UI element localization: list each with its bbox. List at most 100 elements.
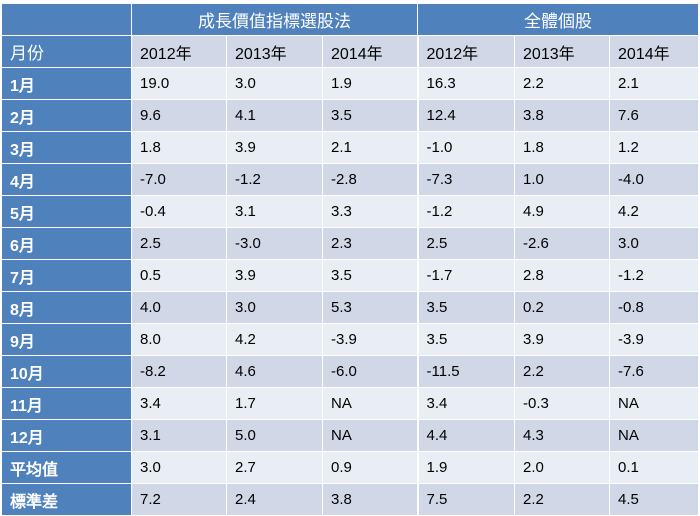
value-cell: 4.9 [514,195,611,228]
value-cell: -1.0 [416,131,516,164]
row-label: 8月 [1,291,132,324]
value-cell: 1.8 [131,131,227,164]
year-header-cell: 2014年 [321,35,419,68]
value-cell: 3.1 [226,195,323,228]
value-cell: -3.0 [226,227,323,260]
value-cell: -6.0 [321,355,419,388]
value-cell: 2.0 [514,451,611,484]
value-cell: -1.2 [416,195,516,228]
table-row: 11月 3.4 1.7 NA 3.4 -0.3 NA [1,387,700,420]
value-cell: 3.0 [226,291,323,324]
returns-table: 成長價值指標選股法 全體個股 月份 2012年 2013年 2014年 2012… [1,3,700,516]
row-label: 5月 [1,195,132,228]
value-cell: 3.8 [321,483,419,516]
group-header-row: 成長價值指標選股法 全體個股 [1,3,700,36]
value-cell: 0.2 [514,291,611,324]
value-cell: -0.8 [609,291,700,324]
table-row: 3月 1.8 3.9 2.1 -1.0 1.8 1.2 [1,131,700,164]
value-cell: 1.0 [514,163,611,196]
row-label: 2月 [1,99,132,132]
value-cell: 2.5 [416,227,516,260]
value-cell: 3.0 [609,227,700,260]
year-header-cell: 2013年 [226,35,323,68]
value-cell: -1.7 [416,259,516,292]
row-label: 12月 [1,419,132,452]
row-label: 4月 [1,163,132,196]
table-row: 10月 -8.2 4.6 -6.0 -11.5 2.2 -7.6 [1,355,700,388]
value-cell: -1.2 [609,259,700,292]
row-label: 3月 [1,131,132,164]
value-cell: 3.9 [226,131,323,164]
value-cell: 3.0 [131,451,227,484]
value-cell: -2.6 [514,227,611,260]
row-header-label: 月份 [1,35,132,68]
value-cell: NA [609,387,700,420]
value-cell: -8.2 [131,355,227,388]
table-row: 標準差 7.2 2.4 3.8 7.5 2.2 4.5 [1,483,700,516]
value-cell: 2.2 [514,67,611,100]
row-label: 平均值 [1,451,132,484]
value-cell: 3.1 [131,419,227,452]
value-cell: -1.2 [226,163,323,196]
value-cell: -7.3 [416,163,516,196]
group-header-all-stocks: 全體個股 [417,3,700,36]
row-label: 6月 [1,227,132,260]
year-header-cell: 2013年 [514,35,611,68]
value-cell: 1.8 [514,131,611,164]
value-cell: 0.1 [609,451,700,484]
value-cell: 2.3 [321,227,419,260]
table-body: 1月 19.0 3.0 1.9 16.3 2.2 2.1 2月 9.6 4.1 3.5 12.4 3.8… [1,67,700,516]
table-row: 9月 8.0 4.2 -3.9 3.5 3.9 -3.9 [1,323,700,356]
value-cell: -0.4 [131,195,227,228]
value-cell: -7.0 [131,163,227,196]
table-row: 5月 -0.4 3.1 3.3 -1.2 4.9 4.2 [1,195,700,228]
value-cell: -11.5 [416,355,516,388]
value-cell: 2.4 [226,483,323,516]
value-cell: 1.9 [416,451,516,484]
corner-cell [1,3,132,36]
row-label: 11月 [1,387,132,420]
value-cell: -2.8 [321,163,419,196]
value-cell: 8.0 [131,323,227,356]
value-cell: 5.3 [321,291,419,324]
value-cell: NA [321,419,419,452]
value-cell: 4.0 [131,291,227,324]
value-cell: 4.6 [226,355,323,388]
value-cell: 3.5 [321,99,419,132]
value-cell: 2.5 [131,227,227,260]
value-cell: 2.1 [609,67,700,100]
year-header-cell: 2014年 [609,35,700,68]
value-cell: -3.9 [321,323,419,356]
table-row: 4月 -7.0 -1.2 -2.8 -7.3 1.0 -4.0 [1,163,700,196]
value-cell: 19.0 [131,67,227,100]
value-cell: 3.5 [416,323,516,356]
value-cell: 3.0 [226,67,323,100]
row-label: 1月 [1,67,132,100]
value-cell: 1.7 [226,387,323,420]
row-label: 9月 [1,323,132,356]
value-cell: 3.9 [514,323,611,356]
value-cell: 7.5 [416,483,516,516]
value-cell: 2.2 [514,483,611,516]
value-cell: 7.6 [609,99,700,132]
table-row: 7月 0.5 3.9 3.5 -1.7 2.8 -1.2 [1,259,700,292]
value-cell: 2.2 [514,355,611,388]
value-cell: 7.2 [131,483,227,516]
value-cell: 4.5 [609,483,700,516]
year-header-row: 月份 2012年 2013年 2014年 2012年 2013年 2014年 [1,35,700,68]
value-cell: NA [321,387,419,420]
row-label: 7月 [1,259,132,292]
value-cell: 3.3 [321,195,419,228]
value-cell: 3.9 [226,259,323,292]
table-row: 6月 2.5 -3.0 2.3 2.5 -2.6 3.0 [1,227,700,260]
row-label: 標準差 [1,483,132,516]
value-cell: 3.4 [131,387,227,420]
table-row: 12月 3.1 5.0 NA 4.4 4.3 NA [1,419,700,452]
year-header-cell: 2012年 [131,35,227,68]
value-cell: 5.0 [226,419,323,452]
value-cell: 0.9 [321,451,419,484]
value-cell: 2.7 [226,451,323,484]
table-row: 1月 19.0 3.0 1.9 16.3 2.2 2.1 [1,67,700,100]
row-label: 10月 [1,355,132,388]
value-cell: 1.2 [609,131,700,164]
